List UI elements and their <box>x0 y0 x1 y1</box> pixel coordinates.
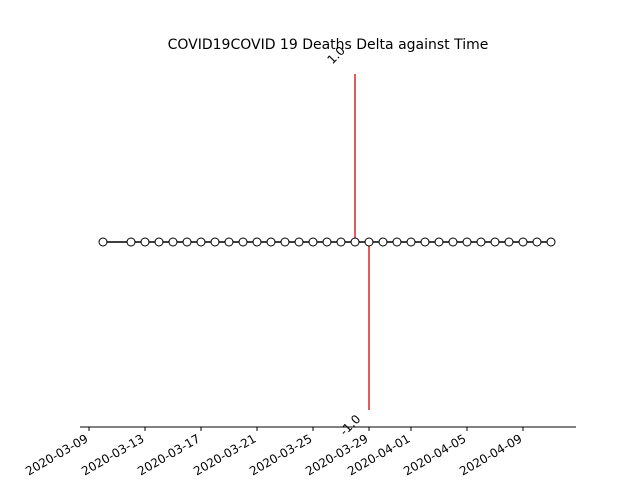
data-point-15 <box>322 237 332 247</box>
chart-title: COVID19COVID 19 Deaths Delta against Tim… <box>168 37 489 53</box>
data-point-30 <box>532 237 542 247</box>
data-point-27 <box>490 237 500 247</box>
x-tick-label: 2020-03-17 <box>135 431 202 478</box>
series-layer <box>98 237 556 247</box>
data-point-18 <box>364 237 374 247</box>
data-point-22 <box>420 237 430 247</box>
data-point-7 <box>210 237 220 247</box>
data-point-20 <box>392 237 402 247</box>
data-point-6 <box>196 237 206 247</box>
data-point-19 <box>378 237 388 247</box>
data-point-28 <box>504 237 514 247</box>
x-tick-label: 2020-03-25 <box>247 431 314 478</box>
data-point-2 <box>140 237 150 247</box>
data-point-8 <box>224 237 234 247</box>
x-tick-label: 2020-04-05 <box>401 431 468 478</box>
data-point-29 <box>518 237 528 247</box>
data-point-11 <box>266 237 276 247</box>
data-point-23 <box>434 237 444 247</box>
data-point-9 <box>238 237 248 247</box>
data-point-31 <box>546 237 556 247</box>
data-point-4 <box>168 237 178 247</box>
data-point-26 <box>476 237 486 247</box>
x-axis-ticks: 2020-03-092020-03-132020-03-172020-03-21… <box>23 427 525 478</box>
data-point-10 <box>252 237 262 247</box>
x-tick-label: 2020-03-09 <box>23 431 90 478</box>
x-tick-label: 2020-03-21 <box>191 431 258 478</box>
x-tick-label: 2020-04-09 <box>457 431 524 478</box>
data-point-1 <box>126 237 136 247</box>
data-point-21 <box>406 237 416 247</box>
data-point-17 <box>350 237 360 247</box>
data-point-24 <box>448 237 458 247</box>
data-point-14 <box>308 237 318 247</box>
data-point-12 <box>280 237 290 247</box>
data-point-16 <box>336 237 346 247</box>
data-point-3 <box>154 237 164 247</box>
x-tick-label: 2020-03-13 <box>79 431 146 478</box>
data-point-5 <box>182 237 192 247</box>
data-point-0 <box>98 237 108 247</box>
data-point-25 <box>462 237 472 247</box>
data-point-13 <box>294 237 304 247</box>
